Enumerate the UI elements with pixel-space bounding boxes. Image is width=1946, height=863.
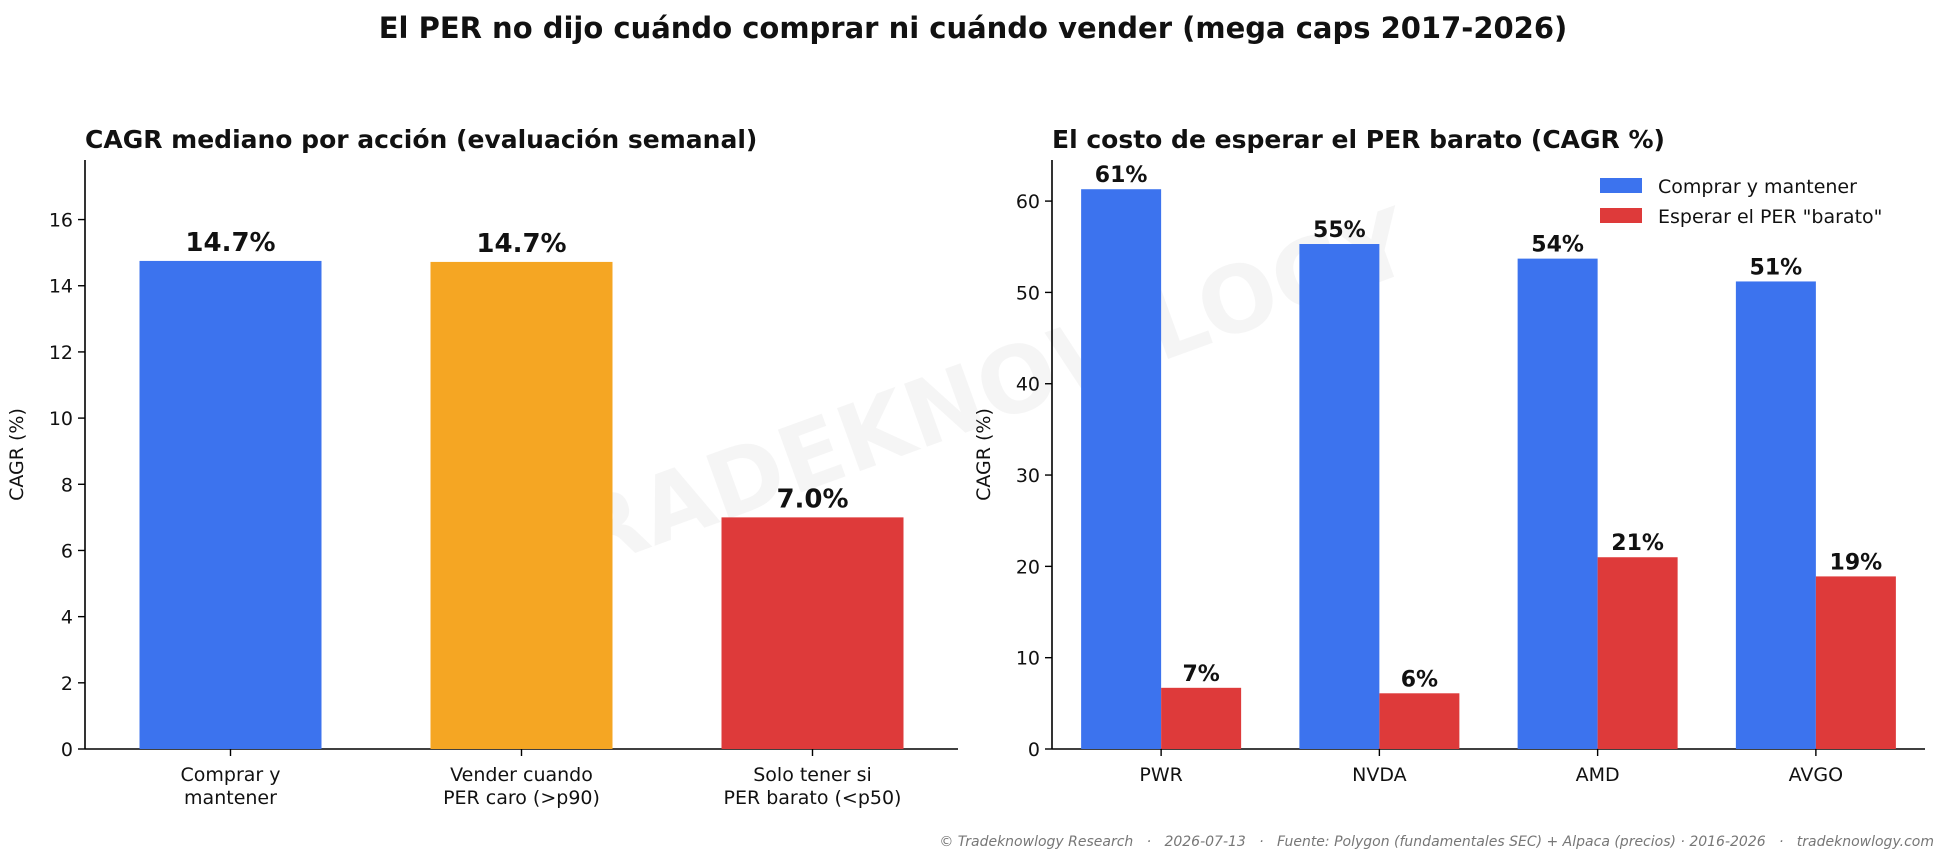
bar-value-label: 14.7% xyxy=(185,228,275,258)
x-tick-label: PWR xyxy=(1139,764,1182,786)
y-tick-label: 30 xyxy=(1016,465,1040,487)
x-tick-label: mantener xyxy=(184,787,277,809)
bar-value-label: 51% xyxy=(1750,255,1803,280)
y-tick-label: 2 xyxy=(61,673,73,695)
legend-swatch xyxy=(1600,208,1642,223)
bar-value-label: 14.7% xyxy=(476,229,566,259)
bar xyxy=(1735,281,1816,749)
bar xyxy=(139,260,322,749)
bar xyxy=(1815,576,1896,749)
bar xyxy=(430,261,613,749)
y-tick-label: 6 xyxy=(61,540,73,562)
chart-cagr-median: 0 2 4 6 8 10 12 14 16 CAGR (%) CAGR mediano por ac… xyxy=(6,125,958,809)
bar-value-label: 19% xyxy=(1830,550,1883,575)
bar-value-label: 55% xyxy=(1313,218,1366,243)
bar xyxy=(1517,258,1598,749)
legend-label: Esperar el PER "barato" xyxy=(1658,206,1882,228)
y-tick-label: 4 xyxy=(61,607,73,629)
x-tick-label: PER caro (>p90) xyxy=(443,787,600,809)
legend-swatch xyxy=(1600,178,1642,193)
y-tick-label: 14 xyxy=(49,276,73,298)
y-tick-label: 10 xyxy=(49,408,73,430)
x-tick-label: Vender cuando xyxy=(450,764,593,786)
x-tick-label: AVGO xyxy=(1789,764,1843,786)
y-tick-label: 16 xyxy=(49,210,73,232)
chart-title: El costo de esperar el PER barato (CAGR … xyxy=(1052,125,1665,154)
y-axis-title: CAGR (%) xyxy=(6,408,28,501)
y-tick-label: 8 xyxy=(61,474,73,496)
watermark: TRADEKNOWLOGY xyxy=(500,188,1427,612)
y-tick-label: 12 xyxy=(49,342,73,364)
legend-label: Comprar y mantener xyxy=(1658,176,1857,198)
bar xyxy=(1597,557,1678,749)
y-tick-label: 0 xyxy=(1028,739,1040,761)
bar-value-label: 61% xyxy=(1095,163,1148,188)
y-tick-label: 40 xyxy=(1016,374,1040,396)
x-tick-label: AMD xyxy=(1576,764,1620,786)
y-tick-label: 10 xyxy=(1016,648,1040,670)
x-tick-label: NVDA xyxy=(1352,764,1407,786)
x-tick-label: Comprar y xyxy=(180,764,280,786)
bar xyxy=(721,517,904,749)
bar-value-label: 7% xyxy=(1182,662,1219,687)
bar-value-label: 21% xyxy=(1611,531,1664,556)
y-tick-label: 0 xyxy=(61,739,73,761)
y-tick-label: 20 xyxy=(1016,556,1040,578)
chart-title: CAGR mediano por acción (evaluación sema… xyxy=(85,125,757,154)
x-tick-label: PER barato (<p50) xyxy=(724,787,902,809)
y-axis-title: CAGR (%) xyxy=(973,408,995,501)
x-tick-label: Solo tener si xyxy=(753,764,872,786)
figure-suptitle: El PER no dijo cuándo comprar ni cuándo … xyxy=(379,11,1568,45)
bar xyxy=(1379,693,1460,749)
y-tick-label: 50 xyxy=(1016,282,1040,304)
bar xyxy=(1299,244,1380,750)
bar xyxy=(1081,189,1162,750)
footer-credits: © Tradeknowlogy Research · 2026-07-13 · … xyxy=(939,834,1934,850)
chart-cost-of-waiting: 0 10 20 30 40 50 60 CAGR (%) El costo de esperar… xyxy=(973,125,1925,786)
bar-value-label: 54% xyxy=(1531,233,1584,258)
bar-value-label: 6% xyxy=(1401,667,1438,692)
bar xyxy=(1161,687,1242,749)
y-tick-label: 60 xyxy=(1016,191,1040,213)
legend: Comprar y mantener Esperar el PER "barato… xyxy=(1600,176,1882,228)
bar-value-label: 7.0% xyxy=(776,484,848,514)
